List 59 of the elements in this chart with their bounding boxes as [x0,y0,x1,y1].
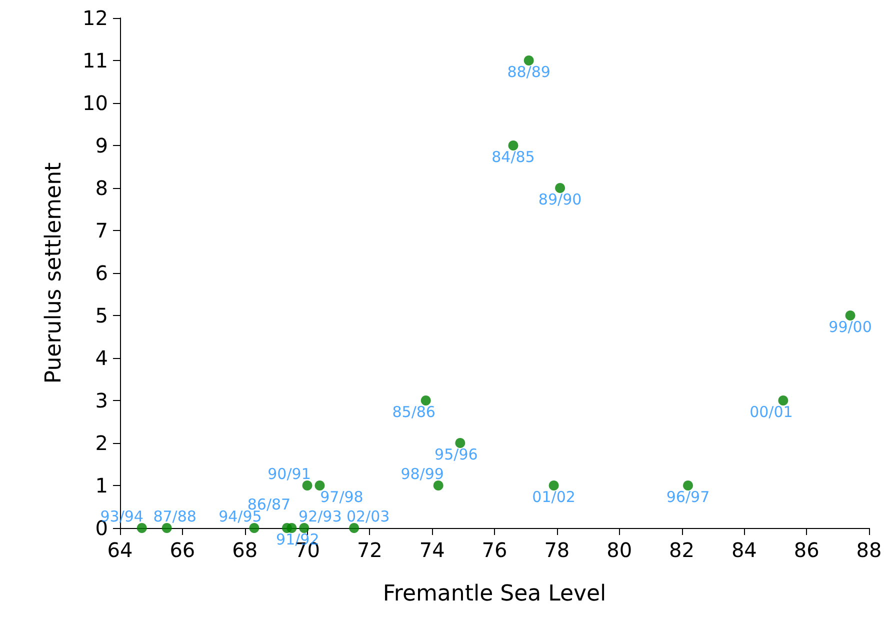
y-tick-label: 5 [95,304,108,328]
point [286,523,297,533]
point [299,523,310,533]
point [162,523,172,533]
y-tick-label: 11 [82,48,108,72]
x-tick-label: 86 [794,538,820,562]
point [349,523,360,533]
y-tick-label: 1 [95,474,108,498]
annotation: 92/93 [298,508,342,526]
point [845,310,856,320]
point [555,183,566,193]
annotation: 96/97 [666,488,710,506]
point [433,480,444,490]
annotation: 90/91 [268,465,311,483]
annotation: 84/85 [492,148,535,166]
annotation: 85/86 [392,403,436,421]
y-tick-label: 6 [95,261,108,285]
y-tick-label: 12 [82,6,108,30]
x-axis-title: Fremantle Sea Level [382,582,606,606]
y-axis-title: Puerulus settlement [42,162,66,384]
annotation: 97/98 [320,488,364,506]
x-tick-label: 80 [606,538,632,562]
annotation: 88/89 [507,63,550,81]
point [683,480,693,490]
x-tick-label: 84 [731,538,757,562]
annotation: 95/96 [434,446,478,464]
point [314,480,325,490]
annotation: 98/99 [400,465,444,483]
x-tick-label: 66 [170,538,196,562]
point [508,140,518,150]
x-tick-label: 78 [544,538,570,562]
x-tick-label: 76 [482,538,508,562]
annotation: 87/88 [153,508,196,526]
x-tick-label: 64 [107,538,133,562]
x-tick-label: 68 [232,538,258,562]
annotation: 02/03 [346,508,390,526]
point [249,523,260,533]
y-tick-label: 8 [95,176,108,200]
y-tick-label: 7 [95,218,108,242]
x-tick-label: 82 [669,538,694,562]
x-tick-label: 72 [356,538,382,562]
y-tick-label: 2 [95,431,108,455]
annotation: 00/01 [750,403,793,421]
y-tick-label: 3 [95,388,108,412]
annotation: 01/02 [532,488,576,506]
annotation: 99/00 [828,318,872,336]
point [778,396,788,406]
point [136,523,147,533]
y-tick-label: 10 [82,91,108,115]
y-tick-label: 4 [95,346,108,370]
y-tick-label: 9 [95,134,108,158]
point [455,438,466,448]
x-tick-label: 74 [419,538,445,562]
point [302,480,312,490]
point [548,480,559,490]
point [524,56,534,66]
x-tick-label: 88 [856,538,882,562]
point [420,396,431,406]
annotation: 89/90 [538,190,582,208]
